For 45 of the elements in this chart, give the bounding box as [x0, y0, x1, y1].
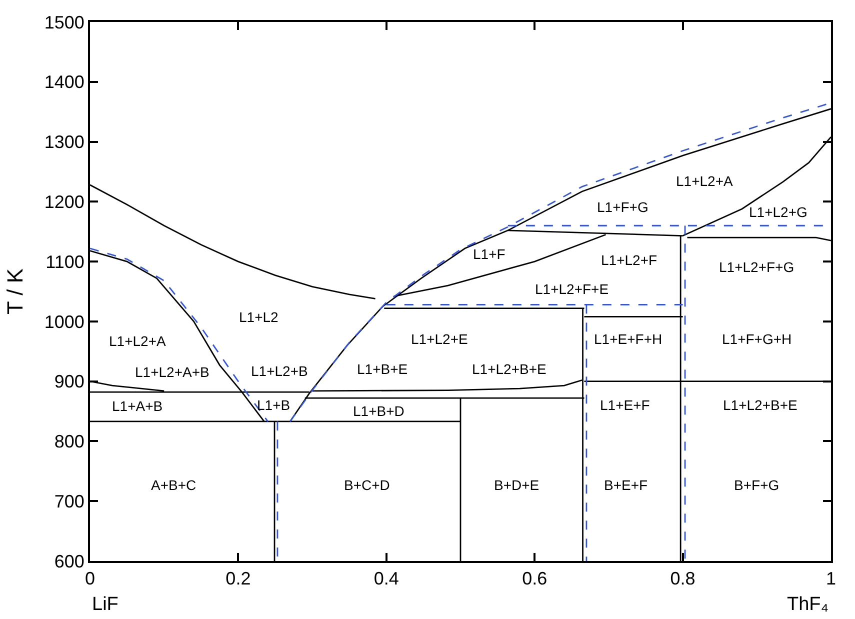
annotation: L1+L2+E — [411, 331, 468, 347]
y-tick-label: 1000 — [44, 312, 84, 332]
annotation: B+D+E — [494, 477, 540, 493]
x-tick-label: 0.4 — [374, 568, 399, 589]
annotation: A+B+C — [151, 477, 196, 493]
annotation: L1+A+B — [112, 398, 163, 414]
annotation: B+C+D — [344, 477, 390, 493]
annotation: L1+L2+B+E — [723, 397, 798, 413]
annotation: L1+L2+B+E — [472, 361, 546, 377]
annotation: L1+E+F+H — [594, 331, 662, 347]
y-tick-label: 1100 — [46, 252, 84, 272]
annotation: B+E+F — [604, 477, 648, 493]
annotation: L1+B+E — [357, 361, 408, 377]
annotation: L1+B — [257, 397, 290, 413]
x-tick-label: 1 — [826, 568, 836, 589]
x-tick-label: 0.6 — [522, 568, 548, 589]
annotation: L1+L2+F — [601, 252, 658, 268]
y-axis-title: T / K — [2, 268, 28, 315]
annotation: L1+L2+F+E — [535, 281, 609, 297]
annotation: L1+L2+A — [109, 333, 166, 349]
text: ThF₄ — [787, 594, 829, 615]
x-tick-label: 0 — [84, 568, 96, 589]
x-tick-label: 0.2 — [226, 568, 251, 589]
annotation: L1+F+G — [597, 199, 648, 215]
annotation: L1+L2+F+G — [719, 259, 794, 275]
y-tick-label: 1300 — [44, 132, 84, 152]
annotation: L1+L2+A+B — [135, 364, 210, 380]
annotation: L1+L2+G — [749, 204, 808, 220]
annotation: L1+L2 — [239, 309, 279, 325]
y-tick-label: 600 — [54, 551, 84, 572]
y-tick-label: 1200 — [44, 192, 84, 212]
y-tick-label: 700 — [54, 491, 84, 512]
annotation: B+F+G — [734, 477, 780, 493]
annotation: L1+E+F — [600, 397, 650, 413]
annotation: L1+F+G+H — [722, 331, 792, 347]
annotation: L1+L2+A — [676, 173, 734, 189]
y-tick-label: 800 — [54, 432, 84, 452]
y-tick-label: 900 — [54, 372, 84, 392]
annotation: L1+L2+B — [251, 363, 308, 379]
text: LiF — [92, 594, 118, 615]
y-tick-label: 1400 — [44, 72, 84, 92]
x-tick-label: 0.8 — [670, 568, 696, 589]
annotation: L1+B+D — [353, 403, 404, 419]
annotation: L1+F — [473, 246, 506, 262]
y-tick-label: 1500 — [44, 12, 84, 32]
